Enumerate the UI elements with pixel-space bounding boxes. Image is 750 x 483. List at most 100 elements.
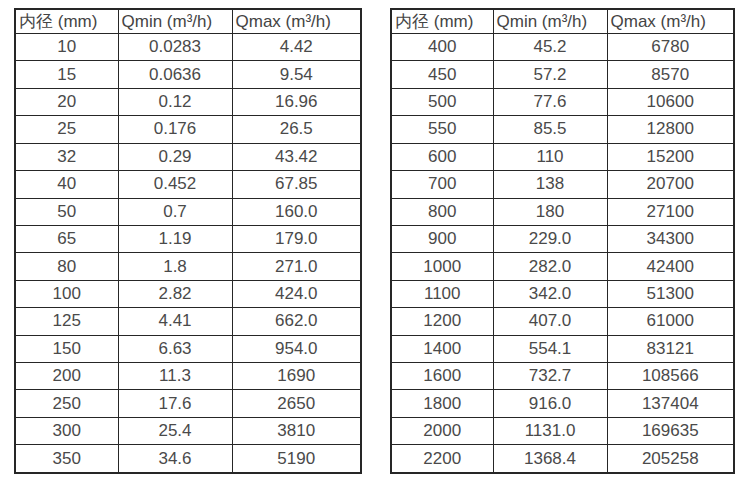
- table-body: 100.02834.42150.06369.54200.1216.96250.1…: [15, 34, 361, 474]
- table-cell: 40: [15, 171, 118, 198]
- table-cell: 1400: [391, 335, 493, 362]
- col-header-qmax: Qmax (m³/h): [232, 9, 361, 34]
- table-cell: 43.42: [232, 143, 361, 170]
- table-cell: 424.0: [232, 280, 361, 307]
- col-header-inner-diameter: 内径 (mm): [15, 9, 118, 34]
- table-cell: 205258: [607, 445, 734, 473]
- table-cell: 12800: [607, 116, 734, 143]
- table-cell: 1200: [391, 308, 493, 335]
- table-cell: 85.5: [493, 116, 607, 143]
- table-row: 1200407.061000: [391, 308, 734, 335]
- table-cell: 57.2: [493, 61, 607, 88]
- table-row: 55085.512800: [391, 116, 734, 143]
- table-cell: 25.4: [118, 417, 232, 444]
- table-cell: 5190: [232, 445, 361, 473]
- table-cell: 1600: [391, 363, 493, 390]
- table-cell: 1690: [232, 363, 361, 390]
- table-row: 250.17626.5: [15, 116, 361, 143]
- table-cell: 125: [15, 308, 118, 335]
- table-row: 80018027100: [391, 198, 734, 225]
- table-cell: 0.7: [118, 198, 232, 225]
- table-cell: 65: [15, 225, 118, 252]
- table-cell: 8570: [607, 61, 734, 88]
- table-cell: 229.0: [493, 225, 607, 252]
- table-row: 1800916.0137404: [391, 390, 734, 417]
- table-cell: 732.7: [493, 363, 607, 390]
- table-cell: 1368.4: [493, 445, 607, 473]
- table-cell: 400: [391, 34, 493, 61]
- table-row: 500.7160.0: [15, 198, 361, 225]
- table-cell: 1.8: [118, 253, 232, 280]
- col-header-qmin: Qmin (m³/h): [118, 9, 232, 34]
- table-cell: 20: [15, 88, 118, 115]
- table-row: 1506.63954.0: [15, 335, 361, 362]
- table-cell: 108566: [607, 363, 734, 390]
- table-row: 400.45267.85: [15, 171, 361, 198]
- table-cell: 1100: [391, 280, 493, 307]
- table-header-row: 内径 (mm) Qmin (m³/h) Qmax (m³/h): [391, 9, 734, 34]
- flow-rate-spec-page: 内径 (mm) Qmin (m³/h) Qmax (m³/h) 100.0283…: [0, 0, 750, 483]
- table-row: 150.06369.54: [15, 61, 361, 88]
- table-row: 651.19179.0: [15, 225, 361, 252]
- table-row: 200.1216.96: [15, 88, 361, 115]
- table-cell: 200: [15, 363, 118, 390]
- table-cell: 0.0283: [118, 34, 232, 61]
- table-row: 320.2943.42: [15, 143, 361, 170]
- table-cell: 450: [391, 61, 493, 88]
- table-cell: 51300: [607, 280, 734, 307]
- table-cell: 4.41: [118, 308, 232, 335]
- table-row: 1600732.7108566: [391, 363, 734, 390]
- table-cell: 137404: [607, 390, 734, 417]
- table-row: 20011.31690: [15, 363, 361, 390]
- table-row: 801.8271.0: [15, 253, 361, 280]
- table-row: 60011015200: [391, 143, 734, 170]
- table-row: 25017.62650: [15, 390, 361, 417]
- table-cell: 110: [493, 143, 607, 170]
- table-cell: 2.82: [118, 280, 232, 307]
- table-cell: 282.0: [493, 253, 607, 280]
- table-cell: 554.1: [493, 335, 607, 362]
- table-cell: 662.0: [232, 308, 361, 335]
- table-cell: 17.6: [118, 390, 232, 417]
- table-cell: 34.6: [118, 445, 232, 473]
- table-cell: 45.2: [493, 34, 607, 61]
- table-cell: 34300: [607, 225, 734, 252]
- table-row: 900229.034300: [391, 225, 734, 252]
- table-cell: 342.0: [493, 280, 607, 307]
- table-cell: 600: [391, 143, 493, 170]
- table-body: 40045.2678045057.2857050077.61060055085.…: [391, 34, 734, 474]
- table-cell: 271.0: [232, 253, 361, 280]
- table-cell: 2000: [391, 417, 493, 444]
- table-cell: 11.3: [118, 363, 232, 390]
- table-row: 50077.610600: [391, 88, 734, 115]
- table-cell: 1131.0: [493, 417, 607, 444]
- table-cell: 4.42: [232, 34, 361, 61]
- table-cell: 900: [391, 225, 493, 252]
- table-cell: 250: [15, 390, 118, 417]
- table-row: 20001131.0169635: [391, 417, 734, 444]
- table-cell: 15200: [607, 143, 734, 170]
- table-cell: 0.176: [118, 116, 232, 143]
- table-cell: 83121: [607, 335, 734, 362]
- table-row: 1254.41662.0: [15, 308, 361, 335]
- table-row: 35034.65190: [15, 445, 361, 473]
- table-cell: 550: [391, 116, 493, 143]
- table-row: 1000282.042400: [391, 253, 734, 280]
- table-cell: 160.0: [232, 198, 361, 225]
- table-cell: 2200: [391, 445, 493, 473]
- table-cell: 15: [15, 61, 118, 88]
- table-cell: 6780: [607, 34, 734, 61]
- table-cell: 500: [391, 88, 493, 115]
- table-cell: 100: [15, 280, 118, 307]
- table-cell: 80: [15, 253, 118, 280]
- table-cell: 3810: [232, 417, 361, 444]
- table-cell: 150: [15, 335, 118, 362]
- table-cell: 42400: [607, 253, 734, 280]
- table-cell: 10: [15, 34, 118, 61]
- table-cell: 50: [15, 198, 118, 225]
- col-header-inner-diameter: 内径 (mm): [391, 9, 493, 34]
- table-cell: 2650: [232, 390, 361, 417]
- table-cell: 25: [15, 116, 118, 143]
- flow-table-small-diameters: 内径 (mm) Qmin (m³/h) Qmax (m³/h) 100.0283…: [14, 8, 362, 474]
- table-row: 40045.26780: [391, 34, 734, 61]
